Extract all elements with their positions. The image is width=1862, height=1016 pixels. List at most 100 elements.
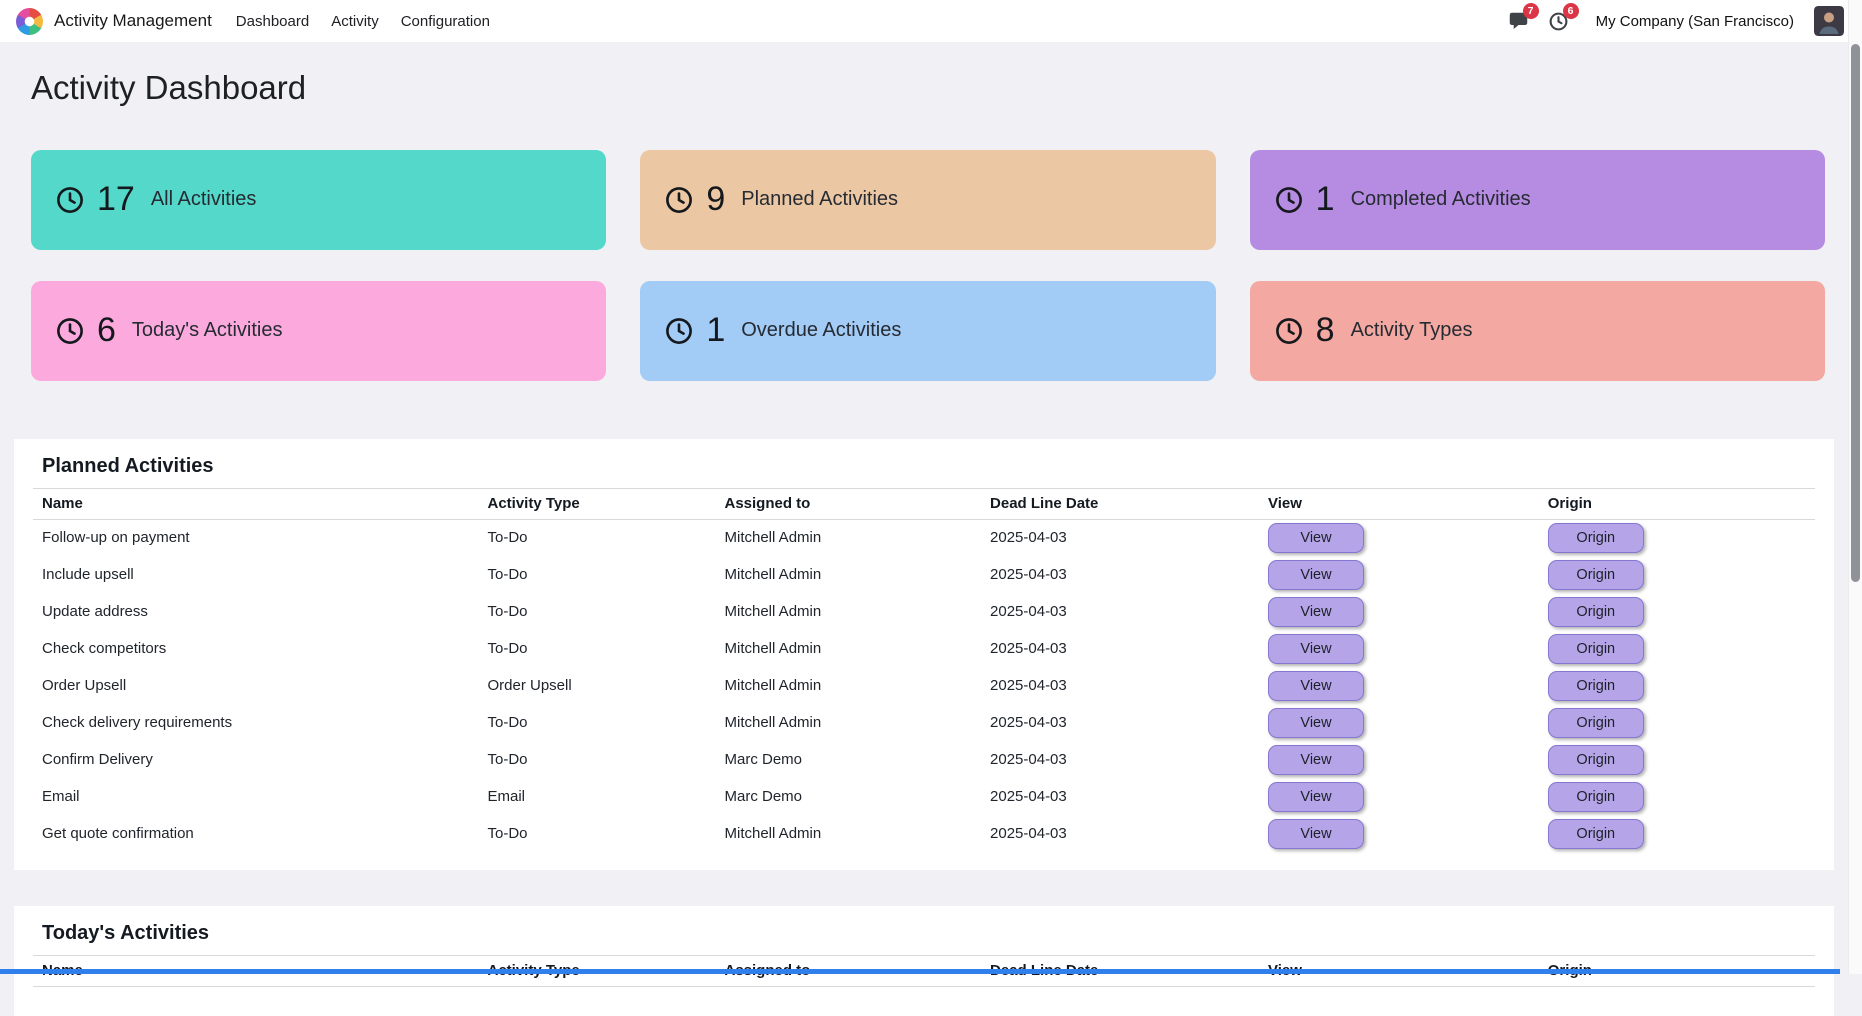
origin-button[interactable]: Origin (1547, 633, 1644, 664)
cell-activity-type: Email (487, 788, 526, 806)
table-row: Follow-up on payment To-Do Mitchell Admin 2… (33, 519, 1815, 556)
view-button[interactable]: View (1268, 818, 1364, 849)
column-header-name: Name (33, 487, 479, 520)
cell-deadline: 2025-04-03 (990, 603, 1067, 621)
cell-deadline: 2025-04-03 (990, 714, 1067, 732)
stat-label: Today's Activities (131, 319, 283, 342)
clock-icon (57, 186, 83, 213)
cell-name: Order Upsell (42, 677, 127, 695)
cell-assigned-to: Mitchell Admin (724, 714, 822, 732)
page-title: Activity Dashboard (31, 69, 307, 106)
table-row: Get quote confirmation To-Do Mitchell Admi… (33, 815, 1815, 852)
navbar-right: 7 6 My Company (San Francisco) (1506, 3, 1844, 36)
messages-badge: 7 (1522, 3, 1539, 19)
section-title: Today's Activities (42, 922, 210, 945)
view-button[interactable]: View (1268, 596, 1364, 627)
user-avatar[interactable] (1814, 6, 1844, 36)
menu-item-configuration[interactable]: Configuration (400, 12, 490, 30)
column-header-origin: Origin (1538, 487, 1815, 520)
cell-activity-type: To-Do (487, 566, 528, 584)
activities-badge: 6 (1562, 3, 1579, 19)
vertical-scrollbar-thumb[interactable] (1851, 44, 1860, 582)
cell-name: Include upsell (42, 566, 134, 584)
chat-bubble-icon (1509, 12, 1528, 29)
origin-button[interactable]: Origin (1547, 744, 1644, 775)
origin-button[interactable]: Origin (1547, 781, 1644, 812)
view-button[interactable]: View (1268, 559, 1364, 590)
stat-value: 8 (1315, 311, 1335, 350)
view-button[interactable]: View (1268, 744, 1364, 775)
cell-assigned-to: Marc Demo (724, 751, 803, 769)
view-button[interactable]: View (1268, 670, 1364, 701)
cell-activity-type: To-Do (487, 751, 528, 769)
cell-deadline: 2025-04-03 (990, 751, 1067, 769)
horizontal-scrollbar[interactable] (0, 969, 1840, 974)
company-name[interactable]: My Company (San Francisco) (1595, 12, 1794, 30)
main-content: Activity Dashboard 17 All Activities 9 Plan… (0, 68, 1848, 1016)
stat-label: All Activities (150, 188, 257, 211)
app-icon[interactable] (16, 7, 43, 35)
cell-name: Follow-up on payment (42, 529, 190, 547)
stat-card-overdue-activities[interactable]: 1 Overdue Activities (640, 280, 1216, 381)
messages-icon[interactable]: 7 (1506, 3, 1539, 34)
clock-icon (57, 317, 83, 344)
origin-button[interactable]: Origin (1547, 559, 1644, 590)
clock-icon (1275, 317, 1302, 344)
cell-activity-type: To-Do (487, 640, 528, 658)
cell-activity-type: To-Do (487, 714, 528, 732)
cell-assigned-to: Mitchell Admin (724, 529, 822, 547)
cell-name: Update address (42, 603, 148, 621)
planned-activities-table: Name Activity Type Assigned to Dead Line Da… (33, 487, 1815, 853)
vertical-scrollbar[interactable] (1848, 0, 1862, 974)
menu-item-dashboard[interactable]: Dashboard (235, 12, 310, 30)
column-header-assigned-to: Assigned to (715, 487, 982, 520)
nav-menu: Dashboard Activity Configuration (236, 13, 490, 30)
menu-item-activity[interactable]: Activity (331, 12, 379, 30)
table-row: Email Email Marc Demo 2025-04-03 View Origin (33, 778, 1815, 815)
stat-label: Overdue Activities (741, 319, 902, 342)
clock-icon (666, 186, 693, 213)
stat-card-completed-activities[interactable]: 1 Completed Activities (1249, 149, 1825, 250)
cell-name: Get quote confirmation (42, 825, 194, 843)
top-navbar: Activity Management Dashboard Activity C… (0, 0, 1862, 42)
stat-value: 1 (706, 311, 726, 350)
table-row: Confirm Delivery To-Do Marc Demo 2025-04-03… (33, 741, 1815, 778)
table-row: Check delivery requirements To-Do Mitchell… (33, 704, 1815, 741)
origin-button[interactable]: Origin (1547, 596, 1644, 627)
origin-button[interactable]: Origin (1547, 707, 1644, 738)
stat-value: 9 (706, 180, 726, 219)
column-header-dead-line-date: Dead Line Date (981, 487, 1259, 520)
column-header-view: View (1259, 487, 1539, 520)
activities-icon[interactable]: 6 (1546, 3, 1579, 34)
cell-deadline: 2025-04-03 (990, 529, 1067, 547)
origin-button[interactable]: Origin (1547, 522, 1644, 553)
origin-button[interactable]: Origin (1547, 818, 1644, 849)
cell-activity-type: To-Do (487, 825, 528, 843)
table-row: Include upsell To-Do Mitchell Admin 2025-04… (33, 556, 1815, 593)
planned-activities-section: Planned Activities Name Activity Type Assi… (14, 438, 1834, 871)
cell-name: Check competitors (42, 640, 167, 658)
cell-assigned-to: Mitchell Admin (724, 603, 822, 621)
cell-assigned-to: Mitchell Admin (724, 825, 822, 843)
stat-value: 6 (97, 311, 116, 350)
origin-button[interactable]: Origin (1547, 670, 1644, 701)
stat-card-all-activities[interactable]: 17 All Activities (31, 149, 607, 250)
stats-grid: 17 All Activities 9 Planned Activities 1 Comp… (31, 149, 1825, 381)
cell-assigned-to: Mitchell Admin (724, 566, 822, 584)
cell-assigned-to: Mitchell Admin (724, 677, 822, 695)
stat-value: 1 (1315, 180, 1335, 219)
column-header-activity-type: Activity Type (478, 487, 716, 520)
view-button[interactable]: View (1268, 633, 1364, 664)
view-button[interactable]: View (1268, 522, 1364, 553)
stat-value: 17 (97, 180, 135, 219)
stat-card-planned-activities[interactable]: 9 Planned Activities (640, 149, 1216, 250)
cell-deadline: 2025-04-03 (990, 825, 1067, 843)
stat-card-activity-types[interactable]: 8 Activity Types (1249, 280, 1825, 381)
clock-icon (1549, 12, 1568, 30)
table-row: Order Upsell Order Upsell Mitchell Admin 20… (33, 667, 1815, 704)
stat-card-today-s-activities[interactable]: 6 Today's Activities (31, 280, 607, 381)
view-button[interactable]: View (1268, 707, 1364, 738)
view-button[interactable]: View (1268, 781, 1364, 812)
